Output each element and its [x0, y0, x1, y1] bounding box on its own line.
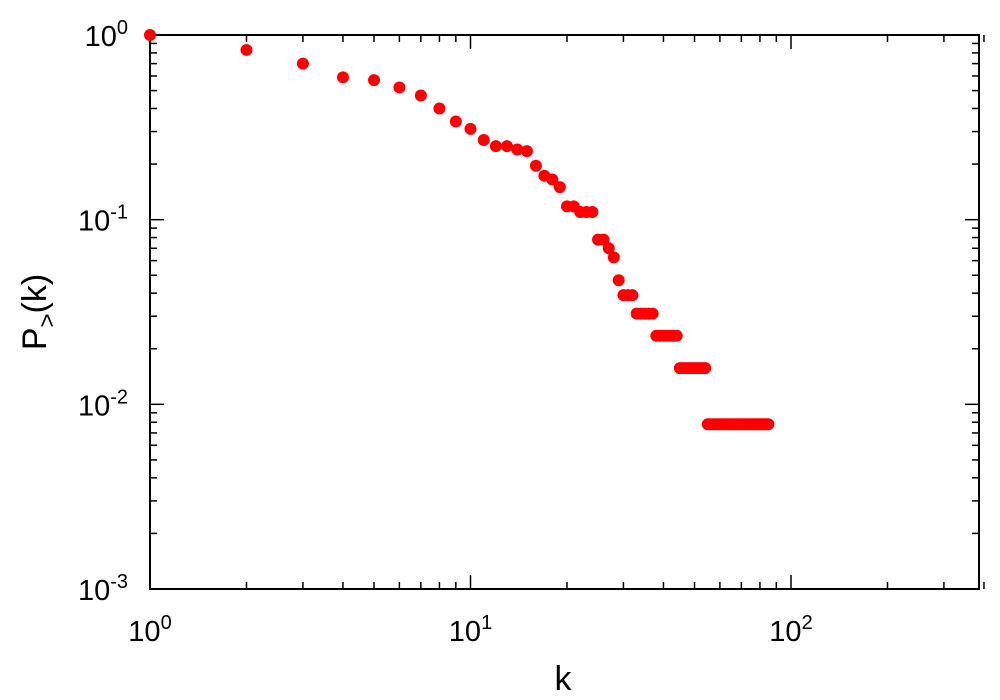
data-point	[489, 140, 502, 153]
axis-ticks	[149, 34, 985, 590]
data-point	[464, 122, 477, 135]
data-points	[144, 29, 775, 431]
y-tick-label: 100	[85, 17, 128, 53]
data-point	[511, 143, 524, 156]
y-tick-label: 10-2	[78, 386, 128, 422]
data-point	[433, 102, 446, 115]
x-tick-label: 100	[128, 612, 171, 648]
y-axis-label-subscript: >	[34, 313, 61, 327]
data-point	[240, 43, 253, 56]
tick-labels: 100 101 102 100 10-1 10-2 10-3	[78, 17, 813, 648]
data-point	[336, 71, 349, 84]
data-point	[368, 74, 381, 87]
data-point	[699, 362, 712, 375]
data-point	[501, 140, 514, 153]
data-point	[762, 418, 775, 431]
data-point	[414, 89, 427, 102]
data-point	[586, 206, 599, 219]
data-point	[670, 329, 683, 342]
y-tick-label: 10-1	[78, 202, 128, 238]
y-axis-label-main: P	[16, 327, 54, 350]
y-axis-label: P>(k)	[16, 274, 61, 350]
y-tick-label: 10-3	[78, 571, 128, 607]
data-point	[529, 159, 542, 172]
data-point	[597, 233, 610, 246]
data-point	[449, 115, 462, 128]
y-axis-label-suffix: (k)	[16, 274, 54, 314]
data-point	[477, 134, 490, 147]
x-tick-label: 102	[769, 612, 812, 648]
x-axis-label: k	[555, 660, 573, 698]
data-point	[612, 274, 625, 287]
data-point	[646, 307, 659, 320]
data-point	[144, 29, 156, 41]
data-point	[393, 81, 406, 94]
data-point	[520, 145, 533, 158]
data-point	[546, 173, 559, 186]
data-point	[626, 289, 639, 302]
plot-frame	[149, 34, 980, 590]
data-point	[296, 57, 309, 70]
data-point	[602, 242, 615, 255]
data-point	[553, 181, 566, 194]
data-point	[607, 251, 620, 264]
x-tick-label: 101	[449, 612, 492, 648]
